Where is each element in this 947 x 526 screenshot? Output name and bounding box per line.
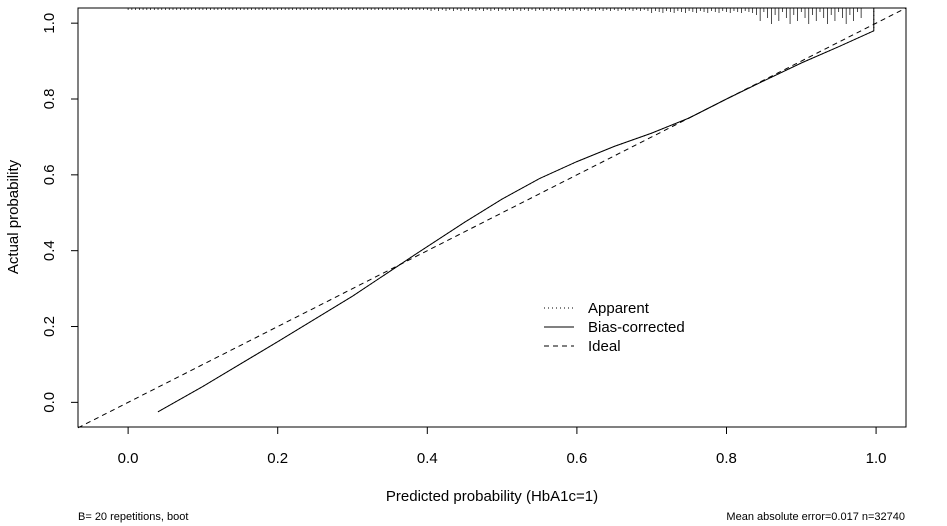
series-apparent-line: [157, 8, 875, 413]
footnote-repetitions: B= 20 repetitions, boot: [78, 511, 189, 523]
x-tick-label: 0.8: [716, 450, 737, 467]
y-axis-label: Actual probability: [5, 159, 22, 274]
series-ideal-line: [77, 7, 907, 429]
y-tick-label: 0.8: [41, 89, 58, 110]
plot-frame: [77, 7, 907, 428]
y-tick-label: 0.2: [41, 316, 58, 337]
legend-label: Ideal: [588, 338, 621, 355]
series-lines: [77, 7, 907, 429]
y-tick-label: 0.4: [41, 240, 58, 261]
x-tick-label: 1.0: [866, 450, 887, 467]
y-axis: 0.0 0.2 0.4 0.6 0.8 1.0: [41, 13, 78, 413]
rug-ticks: [127, 8, 862, 24]
x-axis-label: Predicted probability (HbA1c=1): [386, 488, 598, 505]
legend-label: Bias-corrected: [588, 319, 685, 336]
y-tick-label: 1.0: [41, 13, 58, 34]
x-axis: 0.0 0.2 0.4 0.6 0.8 1.0: [118, 427, 887, 467]
series-bias-corrected-line: [157, 8, 875, 413]
footnote-error: Mean absolute error=0.017 n=32740: [726, 511, 905, 523]
legend-label: Apparent: [588, 300, 650, 317]
y-tick-label: 0.0: [41, 392, 58, 413]
x-tick-label: 0.0: [118, 450, 139, 467]
x-tick-label: 0.4: [417, 450, 438, 467]
x-tick-label: 0.6: [566, 450, 587, 467]
x-tick-label: 0.2: [267, 450, 288, 467]
y-tick-label: 0.6: [41, 164, 58, 185]
legend: Apparent Bias-corrected Ideal: [544, 300, 685, 355]
